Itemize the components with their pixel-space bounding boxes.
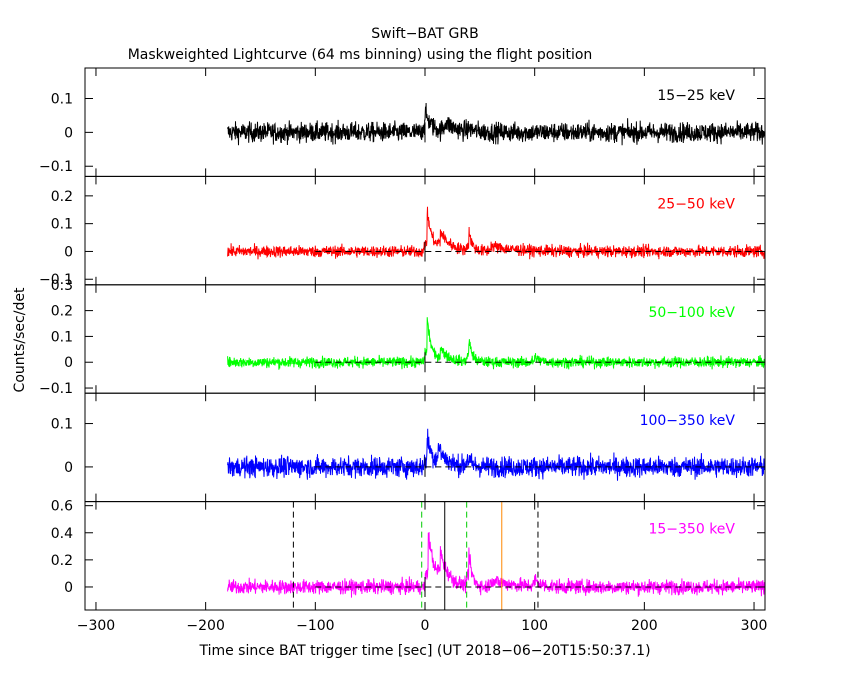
panel-4: 0 0.1 100−350 keV xyxy=(51,392,766,503)
band-label: 25−50 keV xyxy=(657,196,735,212)
y-tick-label: −0.1 xyxy=(39,272,73,288)
y-tick-label: 0.1 xyxy=(51,91,73,107)
band-label: 100−350 keV xyxy=(640,413,736,429)
band-label: 15−350 keV xyxy=(648,522,735,538)
panel-2: −0.1 0 0.1 0.2 25−50 keV xyxy=(39,175,766,288)
x-tick-label: −100 xyxy=(296,618,334,634)
band-label: 50−100 keV xyxy=(648,305,735,321)
y-tick-label: 0.4 xyxy=(51,526,73,542)
y-tick-label: 0.2 xyxy=(51,553,73,569)
panel-1: −0.1 0 0.1 15−25 keV xyxy=(39,67,766,177)
band-label: 15−25 keV xyxy=(657,88,735,104)
y-tick-label: 0 xyxy=(64,244,73,260)
y-tick-label: 0 xyxy=(64,125,73,141)
panel-frame xyxy=(84,175,766,286)
x-tick-label: 100 xyxy=(521,618,548,634)
x-tick-label: −300 xyxy=(77,618,115,634)
y-tick-label: 0 xyxy=(64,580,73,596)
x-tick-label: 200 xyxy=(631,618,658,634)
y-tick-label: 0.2 xyxy=(51,189,73,205)
y-tick-label: 0.1 xyxy=(51,329,73,345)
lightcurve-trace xyxy=(227,206,765,260)
y-tick-label: 0.6 xyxy=(51,499,73,515)
y-tick-label: 0 xyxy=(64,460,73,476)
lightcurve-trace xyxy=(227,428,765,481)
y-tick-label: 0 xyxy=(64,355,73,371)
y-tick-label: 0.3 xyxy=(51,278,73,294)
x-tick-label: 300 xyxy=(741,618,768,634)
chart-subtitle: Maskweighted Lightcurve (64 ms binning) … xyxy=(128,47,593,63)
y-tick-label: −0.1 xyxy=(39,159,73,175)
y-axis-label: Counts/sec/det xyxy=(12,287,28,392)
y-tick-label: 0.1 xyxy=(51,217,73,233)
panels-group: −0.100.1 15−25 keV−0.100.10.2 25−50 keV−0.… xyxy=(39,67,768,634)
x-axis-label: Time since BAT trigger time [sec] (UT 20… xyxy=(198,643,650,659)
panel-frame xyxy=(84,284,766,394)
panel-3: −0.1 0 0.1 0.2 0.3 50−100 keV xyxy=(39,278,766,397)
panel-5: 0 0.2 0.4 0.6 −300 −200 −100 0 100 200 300 15−350 k… xyxy=(51,499,768,634)
y-tick-label: 0.2 xyxy=(51,304,73,320)
y-tick-label: 0.1 xyxy=(51,417,73,433)
x-tick-label: 0 xyxy=(421,618,430,634)
y-tick-label: −0.1 xyxy=(39,381,73,397)
chart-title: Swift−BAT GRB xyxy=(371,26,478,42)
panel-frame xyxy=(84,392,766,503)
x-tick-label: −200 xyxy=(186,618,224,634)
lightcurve-trace xyxy=(227,532,765,598)
lightcurve-trace xyxy=(227,102,765,146)
lightcurve-trace xyxy=(227,317,765,370)
